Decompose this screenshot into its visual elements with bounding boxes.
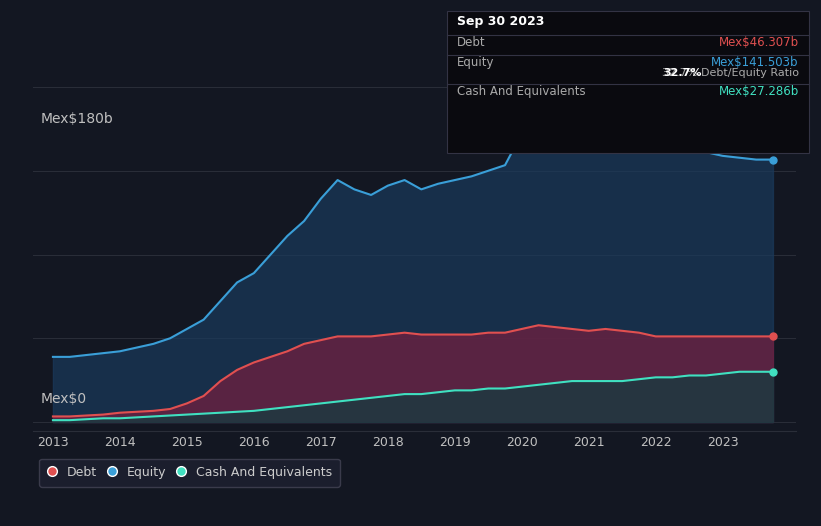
Text: 32.7%: 32.7% bbox=[663, 68, 702, 78]
Text: Mex$27.286b: Mex$27.286b bbox=[718, 85, 799, 98]
Text: Sep 30 2023: Sep 30 2023 bbox=[457, 15, 544, 28]
Text: Cash And Equivalents: Cash And Equivalents bbox=[457, 85, 586, 98]
Legend: Debt, Equity, Cash And Equivalents: Debt, Equity, Cash And Equivalents bbox=[39, 459, 340, 487]
Text: 32.7% Debt/Equity Ratio: 32.7% Debt/Equity Ratio bbox=[662, 68, 799, 78]
Text: Mex$180b: Mex$180b bbox=[40, 112, 113, 126]
Text: Mex$46.307b: Mex$46.307b bbox=[718, 36, 799, 49]
Text: Mex$141.503b: Mex$141.503b bbox=[711, 56, 799, 69]
Text: Debt: Debt bbox=[457, 36, 486, 49]
Text: Equity: Equity bbox=[457, 56, 495, 69]
Text: Mex$0: Mex$0 bbox=[40, 392, 86, 406]
